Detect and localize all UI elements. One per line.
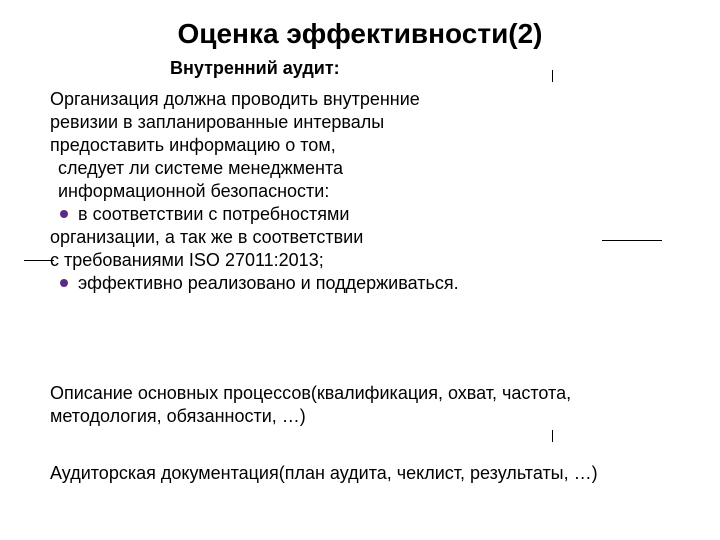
- bullet-continuation: с требованиями ISO 27011:2013;: [50, 249, 670, 272]
- tick-mark-top: [552, 70, 553, 82]
- section-line: методология, обязанности, …): [50, 405, 670, 428]
- body-line: следует ли системе менеджмента: [50, 157, 670, 180]
- section-documentation: Аудиторская документация(план аудита, че…: [50, 462, 670, 485]
- slide-subtitle: Внутренний аудит:: [170, 58, 340, 79]
- body-line: Организация должна проводить внутренние: [50, 88, 670, 111]
- body-line: предоставить информацию о том,: [50, 134, 670, 157]
- body-text: Организация должна проводить внутренние …: [50, 88, 670, 295]
- slide-title: Оценка эффективности(2): [0, 18, 720, 50]
- slide: Оценка эффективности(2) Внутренний аудит…: [0, 0, 720, 540]
- bullet-item: эффективно реализовано и поддерживаться.: [50, 272, 670, 295]
- bullet-text: в соответствии с потребностями: [78, 204, 349, 224]
- body-line: ревизии в запланированные интервалы: [50, 111, 670, 134]
- rule-left: [24, 260, 54, 261]
- section-line: Описание основных процессов(квалификация…: [50, 382, 670, 405]
- rule-right: [602, 240, 662, 241]
- bullet-item: в соответствии с потребностями: [50, 203, 670, 226]
- bullet-icon: [60, 279, 68, 287]
- section-line: Аудиторская документация(план аудита, че…: [50, 462, 670, 485]
- bullet-text: эффективно реализовано и поддерживаться.: [78, 273, 459, 293]
- section-processes: Описание основных процессов(квалификация…: [50, 382, 670, 428]
- bullet-icon: [60, 210, 68, 218]
- body-line: информационной безопасности:: [50, 180, 670, 203]
- bullet-continuation: организации, а так же в соответствии: [50, 226, 670, 249]
- tick-mark-mid: [552, 430, 553, 442]
